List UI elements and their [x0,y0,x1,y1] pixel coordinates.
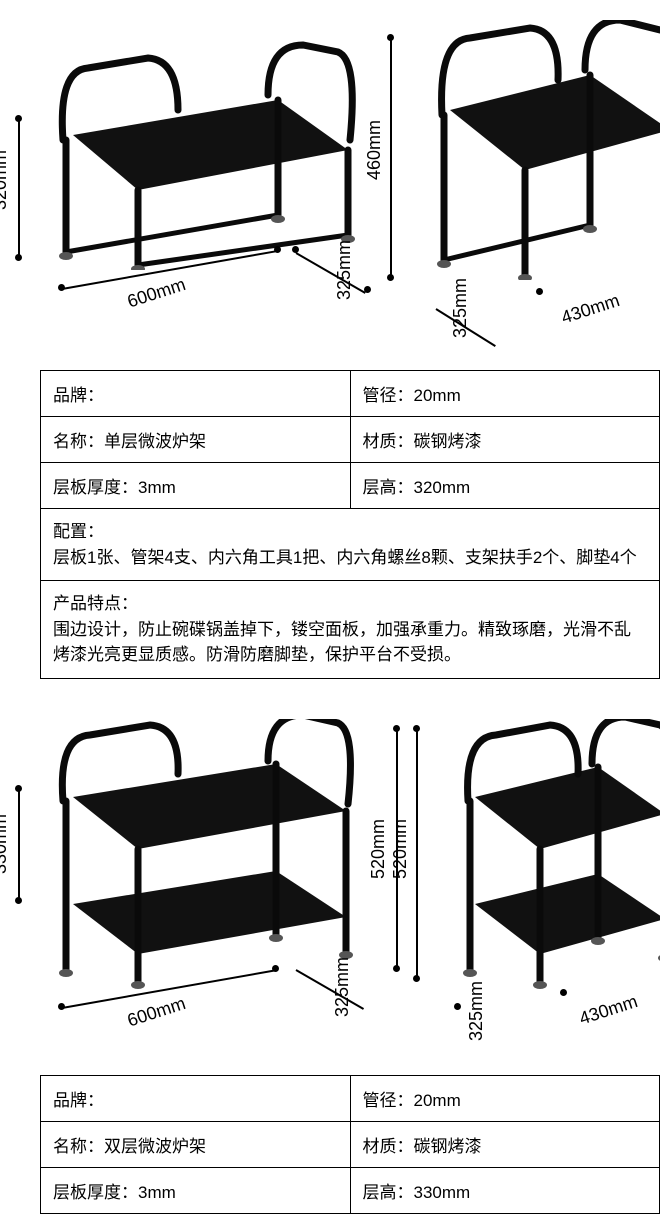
dim-depth: 325mm [332,957,353,1017]
rack-illustration [410,20,660,280]
dim-depth: 325mm [466,981,487,1041]
label: 配置： [53,519,104,545]
label: 层板厚度： [53,1178,138,1203]
dim-tier-height: 330mm [0,814,11,874]
dim-width: 600mm [125,274,189,313]
product-single-left: 320mm 600mm 325mm [18,40,378,340]
label: 名称： [53,1132,104,1157]
value: 单层微波炉架 [104,427,206,452]
dim-total-height: 520mm [368,819,389,879]
label: 材质： [363,427,414,452]
dim-width: 430mm [559,290,623,329]
label: 品牌： [53,1086,104,1111]
rack-illustration [18,719,358,989]
dim-depth: 325mm [334,240,355,300]
label: 名称： [53,427,104,452]
table-row: 层板厚度：3mm 层高：330mm [41,1167,660,1213]
value: 双层微波炉架 [104,1132,206,1157]
dim-height: 320mm [0,150,11,210]
table-row: 名称：双层微波炉架 材质：碳钢烤漆 [41,1121,660,1167]
label: 层高： [363,1178,414,1203]
value: 层板1张、管架4支、内六角工具1把、内六角螺丝8颗、支架扶手2个、脚垫4个 [53,545,637,571]
value: 20mm [414,1091,461,1111]
value: 碳钢烤漆 [414,1132,482,1157]
product-single-right: 460mm 325mm 430mm [390,20,650,340]
product-double-right: 520mm 325mm 430mm [410,719,650,1039]
value: 3mm [138,478,176,498]
value: 碳钢烤漆 [414,427,482,452]
product-double-left: 330mm 600mm 325mm 520mm [18,719,378,1039]
label: 材质： [363,1132,414,1157]
figure-single-tier: 320mm 600mm 325mm [0,0,660,370]
value: 330mm [414,1183,471,1203]
rack-illustration [440,719,660,989]
spec-table: 品牌： 管径：20mm 名称：单层微波炉架 材质：碳钢烤漆 层板厚度：3mm 层… [40,370,660,679]
spec-table-single: 品牌： 管径：20mm 名称：单层微波炉架 材质：碳钢烤漆 层板厚度：3mm 层… [0,370,660,679]
dim-height: 460mm [364,120,385,180]
dim-width: 430mm [577,990,641,1029]
rack-illustration [18,40,358,270]
spec-table-double: 品牌： 管径：20mm 名称：双层微波炉架 材质：碳钢烤漆 层板厚度：3mm 层… [0,1075,660,1214]
dim-total-height: 520mm [390,819,411,879]
value: 20mm [414,386,461,406]
dim-depth: 325mm [450,278,471,338]
label: 层高： [363,473,414,498]
table-row: 名称：单层微波炉架 材质：碳钢烤漆 [41,417,660,463]
dim-width: 600mm [125,992,189,1031]
table-row: 品牌： 管径：20mm [41,1075,660,1121]
value: 围边设计，防止碗碟锅盖掉下，镂空面板，加强承重力。精致琢磨，光滑不乱烤漆光亮更显… [53,617,647,668]
table-row-features: 产品特点：围边设计，防止碗碟锅盖掉下，镂空面板，加强承重力。精致琢磨，光滑不乱烤… [41,581,660,679]
spec-table: 品牌： 管径：20mm 名称：双层微波炉架 材质：碳钢烤漆 层板厚度：3mm 层… [40,1075,660,1214]
value: 3mm [138,1183,176,1203]
table-row-config: 配置：层板1张、管架4支、内六角工具1把、内六角螺丝8颗、支架扶手2个、脚垫4个 [41,509,660,581]
label: 品牌： [53,381,104,406]
label: 产品特点： [53,591,138,617]
label: 层板厚度： [53,473,138,498]
table-row: 品牌： 管径：20mm [41,371,660,417]
figure-double-tier: 330mm 600mm 325mm 520mm [0,679,660,1069]
label: 管径： [363,1086,414,1111]
label: 管径： [363,381,414,406]
table-row: 层板厚度：3mm 层高：320mm [41,463,660,509]
value: 320mm [414,478,471,498]
